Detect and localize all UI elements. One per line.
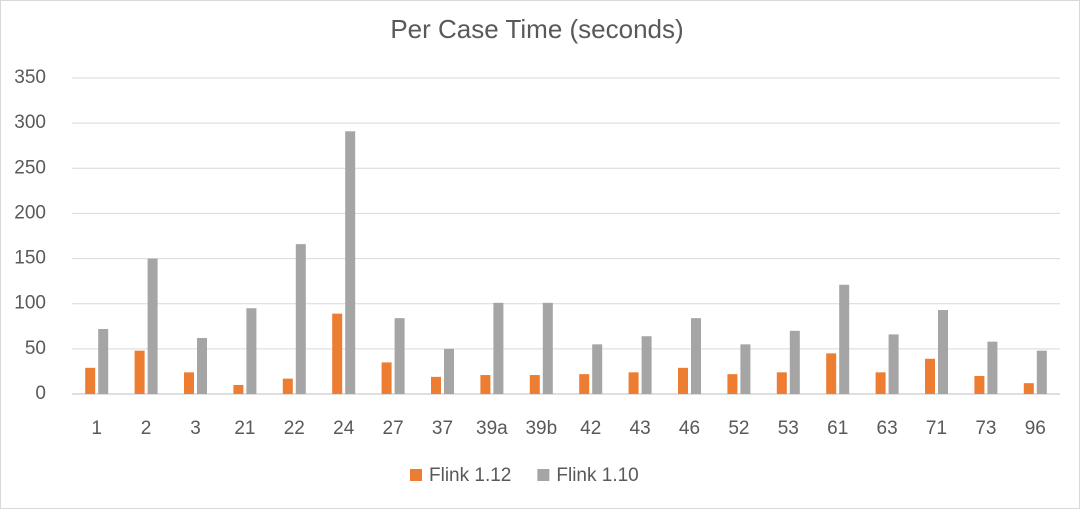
x-tick-label: 22 <box>284 418 305 439</box>
bar <box>727 374 738 394</box>
x-tick-label: 1 <box>91 418 102 439</box>
bar <box>85 367 96 394</box>
bar <box>641 336 652 394</box>
bar <box>147 258 158 394</box>
legend-swatch <box>410 469 422 481</box>
bar <box>776 372 787 394</box>
x-tick-label: 63 <box>877 418 898 439</box>
bar <box>974 375 985 394</box>
bar <box>295 244 306 394</box>
x-tick-label: 3 <box>190 418 201 439</box>
y-tick-label: 50 <box>25 338 46 359</box>
x-tick-label: 39a <box>476 418 508 439</box>
y-tick-label: 150 <box>14 248 46 269</box>
bar <box>431 376 441 394</box>
bar <box>875 372 886 394</box>
bar <box>444 348 454 394</box>
x-tick-label: 46 <box>679 418 700 439</box>
x-tick-label: 24 <box>333 418 355 439</box>
bar <box>381 362 392 394</box>
bar <box>789 330 800 394</box>
bar <box>246 308 257 394</box>
y-tick-label: 100 <box>14 293 46 314</box>
bar <box>493 302 504 394</box>
bar <box>480 375 491 394</box>
x-tick-label: 42 <box>580 418 601 439</box>
bar <box>691 318 701 394</box>
bar <box>579 374 590 394</box>
bar <box>1023 383 1034 394</box>
bar <box>345 131 356 395</box>
bar <box>938 310 948 394</box>
x-tick-label: 37 <box>432 418 453 439</box>
bar <box>628 372 639 394</box>
x-tick-label: 21 <box>234 418 255 439</box>
bar <box>529 375 540 394</box>
x-tick-label: 52 <box>728 418 749 439</box>
x-tick-label: 71 <box>926 418 947 439</box>
x-tick-label: 2 <box>141 418 152 439</box>
legend-label: Flink 1.10 <box>556 465 638 486</box>
x-tick-label: 96 <box>1025 418 1046 439</box>
bar <box>925 358 935 394</box>
x-tick-label: 61 <box>827 418 848 439</box>
bar <box>839 284 850 394</box>
bar <box>197 338 207 394</box>
bar <box>740 344 751 394</box>
x-tick-label: 39b <box>525 418 557 439</box>
bar <box>282 378 293 394</box>
bar <box>332 313 343 394</box>
y-tick-label: 300 <box>14 112 46 133</box>
bar <box>233 384 244 394</box>
bar <box>134 350 145 394</box>
bar <box>826 353 837 394</box>
bar <box>678 367 688 394</box>
x-tick-label: 27 <box>383 418 404 439</box>
y-tick-label: 250 <box>14 157 46 178</box>
legend-label: Flink 1.12 <box>429 465 511 486</box>
bar <box>542 302 553 394</box>
x-tick-label: 43 <box>630 418 651 439</box>
bar <box>184 372 194 394</box>
chart-title: Per Case Time (seconds) <box>390 14 683 44</box>
bar <box>1036 350 1047 394</box>
y-tick-label: 0 <box>35 383 46 404</box>
y-tick-label: 350 <box>14 67 46 88</box>
bar <box>592 344 603 394</box>
bar <box>98 328 109 394</box>
x-tick-label: 53 <box>778 418 799 439</box>
bar <box>987 341 998 394</box>
bar <box>888 334 899 394</box>
bar <box>394 318 405 394</box>
x-tick-label: 73 <box>975 418 996 439</box>
y-tick-label: 200 <box>14 202 46 223</box>
legend-swatch <box>537 469 550 481</box>
